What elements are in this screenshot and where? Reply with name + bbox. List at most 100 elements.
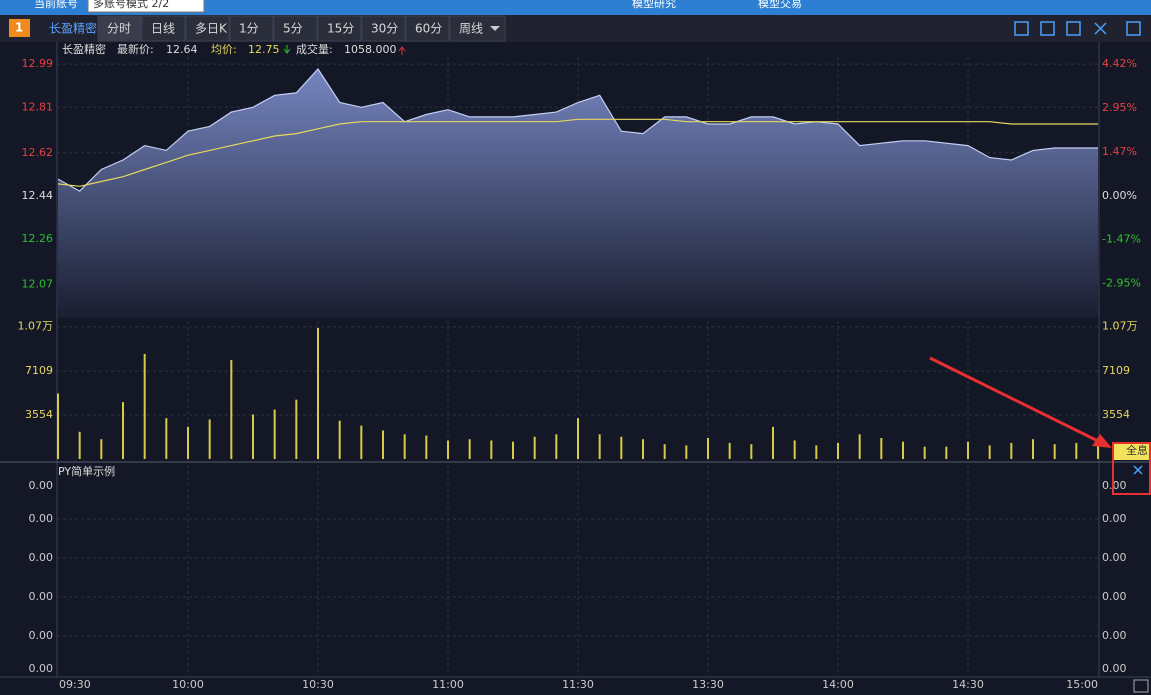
tab[interactable] (361, 15, 406, 42)
icon[interactable] (1040, 21, 1055, 36)
y-tick-label: 12.62 (22, 146, 54, 159)
volume-bar (1075, 442, 1078, 459)
volume-bar (902, 441, 904, 459)
volume-bar (1032, 439, 1034, 459)
tab[interactable] (97, 15, 142, 42)
tab-label[interactable]: 30分 (371, 22, 398, 36)
volume-bar (382, 430, 384, 459)
volume-bar (1053, 444, 1056, 459)
top-strip (0, 0, 1151, 15)
icon[interactable] (1126, 21, 1141, 36)
arrow (929, 356, 1101, 444)
y-tick-label: 12.26 (22, 232, 54, 245)
icon[interactable] (1094, 22, 1107, 35)
y2-tick-label: 0.00 (1102, 551, 1127, 564)
tab-label[interactable]: 15分 (327, 22, 354, 36)
last-label: 最新价: (117, 42, 154, 56)
highlight-box (1112, 442, 1151, 495)
stock-name[interactable]: 长盈精密 (49, 21, 97, 36)
tab[interactable] (141, 15, 186, 42)
y-tick-label: 0.00 (29, 629, 54, 642)
scroll-button[interactable] (1133, 679, 1149, 693)
up-arrow (398, 46, 406, 55)
avg-value: 12.75 (248, 43, 280, 56)
tab-label[interactable]: 日线 (151, 22, 175, 36)
holo-button[interactable] (1112, 442, 1151, 460)
y-tick-label: 1.07万 (18, 320, 54, 333)
volume-bar (728, 442, 731, 459)
indicator-title: PY简单示例 (58, 464, 115, 478)
volume-bar (967, 441, 969, 459)
volume-bar (252, 414, 254, 459)
account-label: 当前账号 (34, 0, 78, 10)
trade-link[interactable]: 模型交易 (758, 0, 802, 10)
volume-value: 1058.000 (344, 43, 397, 56)
avg-label: 均价: (211, 43, 237, 56)
tab-label[interactable]: 60分 (415, 22, 442, 36)
icon[interactable] (1014, 21, 1029, 36)
y2-tick-label: -1.47% (1102, 233, 1141, 246)
volume-bar (945, 446, 948, 459)
y-tick-label: 0.00 (29, 590, 54, 603)
y-tick-label: 3554 (25, 408, 53, 421)
volume-bar (122, 402, 124, 459)
volume-bar (642, 439, 644, 459)
y2-tick-label: 7109 (1102, 364, 1130, 377)
tab-label[interactable]: 周线 (459, 22, 483, 36)
y-tick-label: 0.00 (29, 662, 54, 675)
volume-bar (317, 327, 319, 459)
volume-bar (598, 434, 601, 459)
y-tick-label: 0.00 (29, 551, 54, 564)
volume-bar (425, 435, 428, 459)
x-tick-label: 15:00 (1066, 678, 1098, 691)
volume-bar (533, 436, 536, 459)
x-tick-label: 14:30 (952, 678, 984, 691)
icon[interactable] (1066, 21, 1081, 36)
volume-bar (447, 440, 449, 459)
y2-tick-label: -2.95% (1102, 277, 1141, 290)
y2-tick-label: 1.07万 (1102, 320, 1138, 333)
volume-bar (1010, 442, 1013, 459)
tab[interactable] (405, 15, 450, 42)
x-tick-label: 13:30 (692, 678, 724, 691)
window-icons (1014, 21, 1141, 36)
y-tick-label: 7109 (25, 364, 53, 377)
account-mode[interactable]: 多账号模式 2/2 (93, 0, 169, 10)
area-fill (58, 69, 1098, 318)
close-icon[interactable] (1133, 465, 1143, 475)
tab-label[interactable]: 5分 (283, 22, 303, 36)
volume-bar (685, 445, 688, 459)
volume-bar (143, 353, 146, 459)
tab[interactable] (185, 15, 230, 42)
y2-tick-label: 0.00 (1102, 629, 1127, 642)
volume-bar (273, 409, 276, 459)
tab[interactable] (229, 15, 274, 42)
badge-text: 1 (15, 21, 23, 35)
volume-bar (815, 445, 818, 459)
tab-label[interactable]: 分时 (107, 22, 131, 36)
y2-tick-label: 1.47% (1102, 145, 1137, 158)
holo-text[interactable]: 全息 (1126, 443, 1148, 457)
tab[interactable] (273, 15, 318, 42)
account-select[interactable] (87, 0, 205, 13)
x-tick-label: 14:00 (822, 678, 854, 691)
volume-bar (620, 436, 623, 459)
volume-bar (165, 418, 168, 459)
tab-label[interactable]: 1分 (239, 22, 259, 36)
tab[interactable] (317, 15, 362, 42)
x-tick-label: 11:00 (432, 678, 464, 691)
header-name: 长盈精密 (62, 42, 106, 56)
y2-tick-label: 3554 (1102, 408, 1130, 421)
volume-bar (490, 440, 493, 459)
y2-tick-label: 0.00 (1102, 479, 1127, 492)
y2-tick-label: 0.00 (1102, 590, 1127, 603)
tab-label[interactable]: 多日K (195, 22, 228, 36)
volume-bar (663, 444, 666, 459)
y2-tick-label: 0.00% (1102, 189, 1137, 202)
volume-bar (338, 420, 341, 459)
research-link[interactable]: 模型研究 (632, 0, 676, 10)
last-value: 12.64 (166, 43, 198, 56)
volume-label: 成交量: (296, 42, 333, 56)
volume-bar (78, 431, 81, 459)
